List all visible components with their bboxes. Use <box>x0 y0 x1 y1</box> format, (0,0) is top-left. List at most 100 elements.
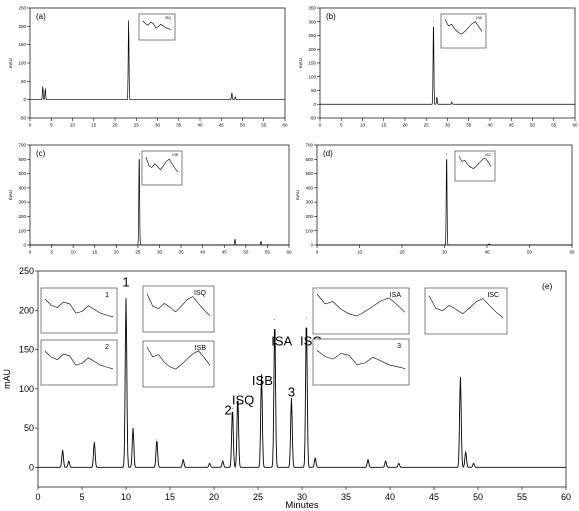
peak-annotation: 1 <box>122 275 129 290</box>
x-tick-label: 50 <box>473 492 483 502</box>
y-tick-label: 400 <box>305 185 313 190</box>
y-tick-label: 50 <box>21 79 27 84</box>
peak-point <box>44 88 46 90</box>
y-tick-label: 200 <box>308 47 316 52</box>
y-tick-label: 200 <box>18 24 26 29</box>
x-tick-label: 20 <box>209 492 219 502</box>
x-tick-label: 15 <box>381 123 387 128</box>
uv-spectrum-inset: ISQ <box>142 285 215 333</box>
x-tick-label: 40 <box>487 123 493 128</box>
peak-point <box>385 460 386 462</box>
y-tick-label: 0 <box>23 243 26 248</box>
panel-label: (a) <box>36 12 46 21</box>
x-tick-label: 10 <box>121 492 131 502</box>
panel-label: (e) <box>542 281 553 291</box>
chart-panel-4: 0 10 20 30 40 50 600100200300400500600700mAU(d… <box>295 143 575 255</box>
chart-panel-3: 0 5 10 15 20 25 30 35 40 45 50 55 600100200300400500… <box>8 143 292 255</box>
y-axis-title: mAU <box>295 190 300 200</box>
y-axis-title: mAU <box>8 58 13 68</box>
x-tick-label: 5 <box>79 492 84 502</box>
x-tick-label: 0 <box>319 123 322 128</box>
inset-spectrum <box>316 350 406 369</box>
uv-spectrum-inset: ISQ <box>138 13 176 41</box>
y-tick-label: 200 <box>305 214 313 219</box>
inset-spectrum <box>444 18 483 35</box>
y-tick-label: -50 <box>19 116 26 121</box>
x-tick-label: 30 <box>445 123 451 128</box>
inset-frame <box>40 287 118 334</box>
x-tick-label: 35 <box>341 492 351 502</box>
uv-spectrum-inset: ISB <box>141 150 183 186</box>
x-axis-title: Minutes <box>285 500 319 511</box>
x-tick-label: 60 <box>572 123 578 128</box>
x-tick-label: 60 <box>286 250 292 255</box>
x-tick-label: 15 <box>91 123 97 128</box>
x-tick-label: 60 <box>561 492 571 502</box>
uv-spectrum-inset: ISB <box>142 340 215 388</box>
x-tick-label: 30 <box>442 250 448 255</box>
inset-spectrum <box>145 157 179 173</box>
uv-spectrum-inset: ISA <box>312 287 410 335</box>
y-tick-label: 0 <box>310 243 313 248</box>
inset-spectrum <box>428 295 504 318</box>
x-tick-label: 20 <box>112 123 118 128</box>
inset-label: ISB <box>195 345 207 352</box>
peak-point <box>260 241 262 242</box>
peak-point <box>234 238 236 240</box>
peak-point <box>446 153 448 154</box>
peak-point <box>314 457 316 459</box>
peak-annotation: 3 <box>288 385 295 400</box>
peak-point <box>68 460 70 462</box>
x-tick-label: 10 <box>357 250 363 255</box>
x-tick-label: 20 <box>114 250 120 255</box>
peak-point <box>460 376 461 378</box>
peak-point <box>232 408 233 409</box>
x-tick-label: 40 <box>484 250 490 255</box>
x-tick-label: 30 <box>157 250 163 255</box>
x-tick-label: 10 <box>71 250 77 255</box>
chart-panel-2: 0 5 10 15 20 25 30 35 40 45 50 55 60-500501001502002… <box>298 6 578 128</box>
y-tick-label: -50 <box>309 116 316 121</box>
uv-spectrum-inset: ISA <box>440 13 487 49</box>
inset-frame <box>312 287 410 335</box>
y-tick-label: 100 <box>305 228 313 233</box>
x-tick-label: 50 <box>240 123 246 128</box>
peak-point <box>222 460 224 462</box>
panel-label: (c) <box>36 149 46 158</box>
y-tick-label: 100 <box>18 228 26 233</box>
x-tick-label: 5 <box>50 250 53 255</box>
y-tick-label: 0 <box>23 97 26 102</box>
x-tick-label: 40 <box>197 123 203 128</box>
y-axis-title: mAU <box>8 190 13 200</box>
peak-point <box>138 153 140 154</box>
y-tick-label: 100 <box>18 61 26 66</box>
peak-point <box>398 463 400 464</box>
x-tick-label: 15 <box>165 492 175 502</box>
x-tick-label: 25 <box>253 492 263 502</box>
peak-point <box>42 86 44 88</box>
x-tick-label: 35 <box>466 123 472 128</box>
y-tick-label: 250 <box>18 6 26 11</box>
inset-frame <box>40 339 118 386</box>
y-tick-label: 250 <box>19 266 34 276</box>
peak-point <box>237 396 239 398</box>
inset-spectrum <box>458 155 492 169</box>
peak-point <box>209 463 211 464</box>
x-tick-label: 20 <box>399 250 405 255</box>
inset-label: ISC <box>485 153 491 157</box>
panel-label: (b) <box>326 12 336 21</box>
x-tick-label: 40 <box>200 250 206 255</box>
x-tick-label: 10 <box>360 123 366 128</box>
y-axis-title: mAU <box>2 369 12 389</box>
peak-point <box>433 21 434 23</box>
peak-point <box>306 317 307 319</box>
panel-label: (d) <box>323 149 333 158</box>
x-tick-label: 10 <box>70 123 76 128</box>
y-tick-label: 500 <box>18 171 26 176</box>
x-tick-label: 30 <box>297 492 307 502</box>
x-tick-label: 45 <box>219 123 225 128</box>
y-tick-label: 50 <box>24 423 34 433</box>
peak-point <box>234 96 236 98</box>
uv-spectrum-inset: 3 <box>312 338 410 386</box>
y-tick-label: 100 <box>19 384 34 394</box>
